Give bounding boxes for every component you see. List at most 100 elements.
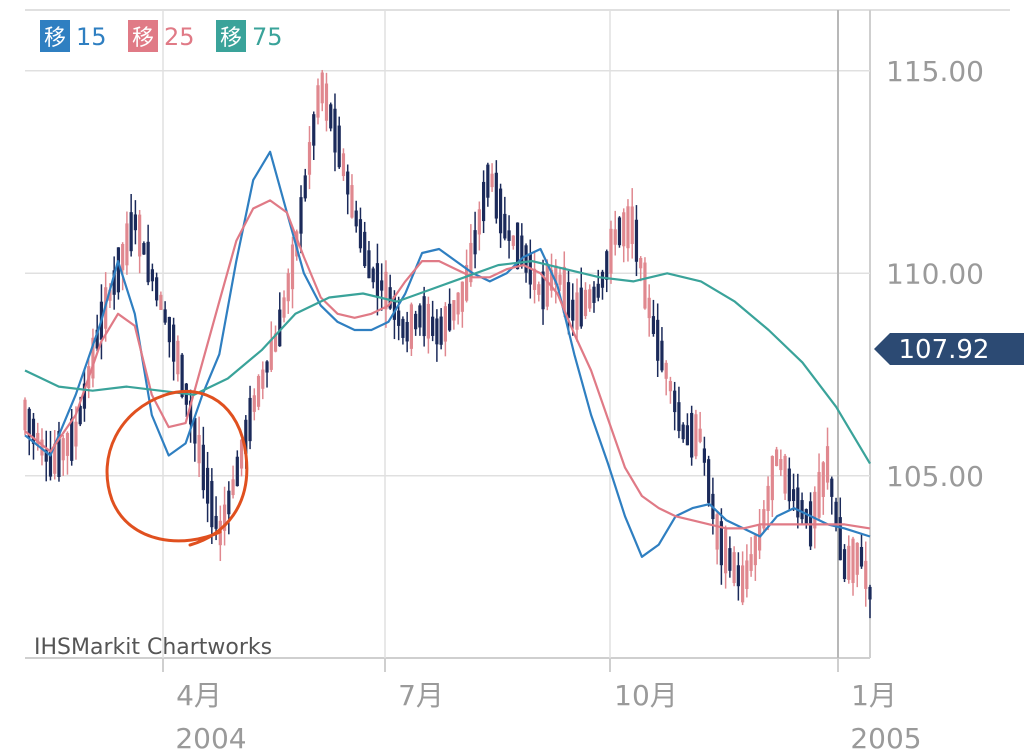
candle-body — [337, 125, 341, 168]
candle-body — [851, 538, 855, 584]
candle-body — [796, 487, 800, 518]
candle-body — [23, 399, 27, 431]
candle-body — [27, 408, 31, 438]
candle-body — [367, 250, 371, 279]
candle-body — [180, 354, 184, 397]
current-price-label: 107.92 — [899, 335, 990, 365]
grid-layer — [25, 9, 1010, 672]
candle-body — [651, 316, 656, 334]
candle-body — [320, 72, 324, 104]
candle-body — [707, 459, 711, 503]
candle-body — [435, 318, 439, 345]
watermark: IHSMarkit Chartworks — [34, 635, 272, 660]
candle-body — [830, 478, 834, 497]
y-tick-label: 110.00 — [886, 257, 984, 290]
candle-body — [235, 456, 239, 487]
candle-body — [36, 432, 40, 446]
annotation-circle — [105, 389, 249, 547]
candle-body — [227, 490, 231, 515]
candle-body — [167, 316, 171, 343]
candle-body — [244, 419, 248, 454]
candle-body — [248, 397, 252, 442]
candle-body — [448, 303, 452, 331]
candle-body — [630, 206, 634, 244]
candle-body — [388, 287, 392, 309]
moving-average-layer — [24, 150, 871, 558]
candle-body — [256, 375, 261, 407]
candle-body — [299, 197, 303, 234]
candle-body — [668, 380, 673, 392]
candle-body — [214, 515, 218, 529]
candle-body — [261, 369, 265, 389]
candle-body — [380, 280, 384, 291]
candle-body — [278, 309, 282, 347]
candle-body — [515, 222, 520, 270]
candle-body — [613, 229, 617, 245]
candle-body — [600, 271, 605, 288]
candle-body — [316, 85, 320, 118]
candle-body — [804, 509, 808, 525]
candle-body — [571, 299, 575, 321]
candle-body — [324, 83, 329, 121]
candle-body — [541, 271, 545, 310]
candle-body — [201, 444, 205, 491]
candle-body — [239, 439, 244, 469]
candle-body — [48, 450, 53, 477]
candle-body — [694, 414, 698, 457]
candle-body — [566, 282, 571, 318]
candle-body — [405, 321, 409, 342]
candle-body — [842, 549, 847, 580]
candle-body — [439, 316, 443, 345]
candle-body — [656, 319, 660, 361]
candle-body — [702, 448, 706, 463]
x-tick-month: 10月 — [614, 679, 678, 712]
candle-body — [503, 213, 507, 239]
x-tick-year: 2004 — [175, 722, 246, 752]
candle-body — [392, 296, 397, 320]
candle-body — [350, 185, 354, 218]
candle-body — [498, 188, 503, 234]
candle-body — [61, 438, 65, 461]
candle-body — [741, 565, 745, 603]
candle-body — [121, 244, 125, 271]
candle-body — [303, 175, 307, 199]
candle-body — [617, 217, 622, 246]
candle-body — [834, 501, 838, 525]
candle-body — [520, 235, 524, 267]
candle-body — [401, 318, 405, 338]
candle-body — [414, 313, 418, 330]
candle-body — [155, 277, 159, 301]
legend-badge-text: 移 — [220, 26, 242, 51]
candle-body — [681, 424, 685, 440]
candle-body — [532, 268, 537, 290]
candle-body — [456, 292, 460, 315]
candle-body — [507, 230, 511, 241]
candle-body — [418, 305, 422, 328]
candle-body — [481, 181, 486, 222]
candle-body — [112, 270, 116, 295]
candle-body — [774, 449, 779, 467]
x-tick-month: 7月 — [398, 679, 444, 712]
candle-body — [634, 219, 639, 262]
candle-body — [375, 263, 380, 298]
legend-period: 75 — [252, 23, 283, 51]
candle-body — [749, 554, 753, 571]
legend-period: 15 — [76, 23, 107, 51]
candle-body — [859, 547, 864, 567]
candle-body — [159, 294, 163, 310]
x-tick-month: 1月 — [851, 679, 897, 712]
candle-body — [129, 212, 133, 252]
candle-body — [583, 289, 588, 317]
candle-body — [673, 390, 677, 413]
candle-body — [685, 425, 690, 446]
candle-body — [346, 171, 350, 195]
candle-body — [821, 462, 825, 497]
candle-body — [133, 214, 138, 231]
candle-body — [150, 269, 154, 282]
candle-body — [384, 271, 388, 310]
candle-body — [732, 552, 736, 584]
candle-body — [210, 480, 214, 528]
candle-body — [715, 514, 719, 550]
candle-body — [562, 266, 566, 313]
